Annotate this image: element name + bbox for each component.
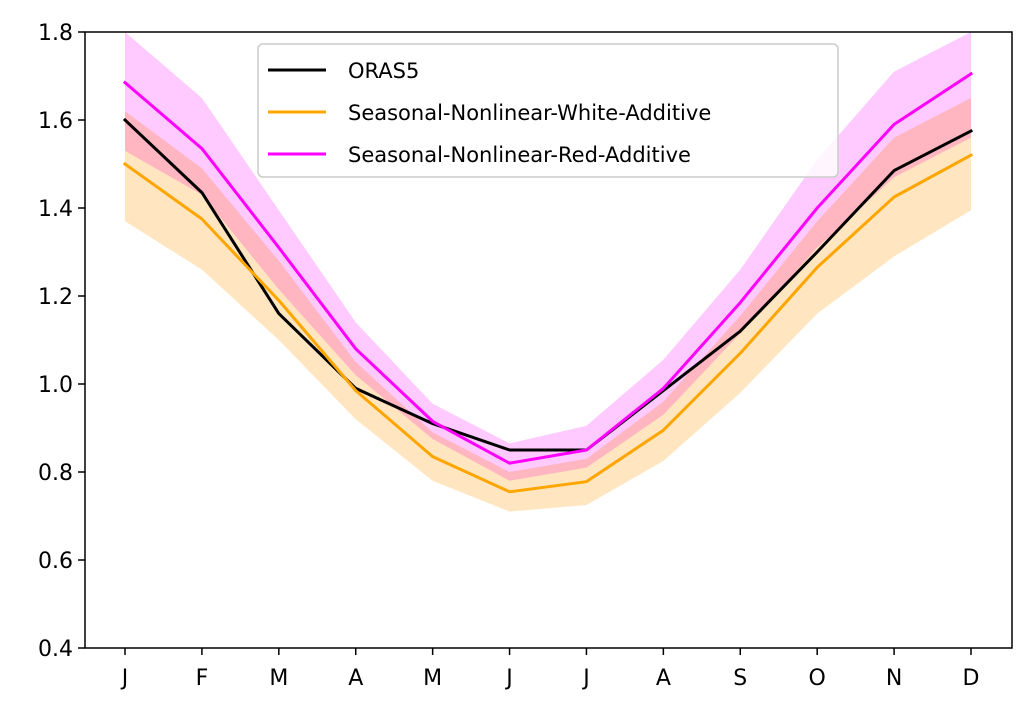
x-tick-label: S [733,666,747,691]
x-tick-label: M [269,666,288,691]
x-tick-label: D [963,666,980,691]
x-tick-label: F [196,666,209,691]
point-seasonal-nonlinear-red-additive-3 [354,347,358,351]
point-oras5-10 [892,169,896,173]
y-tick-label: 1.4 [38,197,73,222]
legend-label-seasonal-nonlinear-white-additive: Seasonal-Nonlinear-White-Additive [348,101,711,125]
point-seasonal-nonlinear-red-additive-6 [584,448,588,452]
x-tick-label: J [504,666,513,691]
y-tick-label: 0.8 [38,461,73,486]
point-seasonal-nonlinear-white-additive-7 [661,428,665,432]
y-axis: 0.4 0.6 0.8 1.0 1.2 1.4 1.6 1.8 [38,21,85,662]
point-oras5-11 [969,129,973,133]
point-seasonal-nonlinear-white-additive-5 [508,490,512,494]
point-seasonal-nonlinear-red-additive-8 [738,301,742,305]
point-oras5-8 [738,329,742,333]
point-seasonal-nonlinear-red-additive-0 [123,81,127,85]
point-oras5-0 [123,118,127,122]
point-seasonal-nonlinear-red-additive-1 [200,147,204,151]
point-seasonal-nonlinear-red-additive-5 [508,461,512,465]
series-lines [122,71,974,494]
point-seasonal-nonlinear-red-additive-7 [661,386,665,390]
point-oras5-9 [815,250,819,254]
point-seasonal-nonlinear-white-additive-1 [200,217,204,221]
point-seasonal-nonlinear-red-additive-2 [277,246,281,250]
point-oras5-2 [277,312,281,316]
point-seasonal-nonlinear-red-additive-10 [892,122,896,126]
x-tick-label: O [809,666,826,691]
y-tick-label: 1.2 [38,285,73,310]
line-seasonal-nonlinear-red-additive [122,71,974,465]
x-tick-label: N [886,666,902,691]
x-tick-label: A [656,666,671,691]
band-seasonal-nonlinear-red-additive [125,32,971,481]
line-seasonal-nonlinear-white-additive [122,153,974,494]
point-seasonal-nonlinear-red-additive-9 [815,206,819,210]
point-seasonal-nonlinear-white-additive-8 [738,351,742,355]
plot-frame [84,31,1013,649]
point-seasonal-nonlinear-red-additive-11 [969,72,973,76]
point-oras5-5 [508,448,512,452]
point-seasonal-nonlinear-white-additive-2 [277,298,281,302]
x-tick-label: J [581,666,590,691]
line-oras5 [122,117,974,452]
point-seasonal-nonlinear-white-additive-9 [815,265,819,269]
point-seasonal-nonlinear-white-additive-10 [892,195,896,199]
point-oras5-1 [200,191,204,195]
y-tick-label: 1.8 [38,21,73,46]
legend: ORAS5 Seasonal-Nonlinear-White-Additive Se… [257,43,839,178]
point-seasonal-nonlinear-red-additive-4 [431,419,435,423]
point-seasonal-nonlinear-white-additive-6 [584,480,588,484]
uncertainty-bands [125,32,971,512]
legend-label-seasonal-nonlinear-red-additive: Seasonal-Nonlinear-Red-Additive [348,143,691,167]
y-tick-label: 0.4 [38,637,73,662]
point-seasonal-nonlinear-white-additive-11 [969,153,973,157]
x-tick-label: M [423,666,442,691]
y-tick-label: 0.6 [38,549,73,574]
point-seasonal-nonlinear-white-additive-4 [431,455,435,459]
x-tick-label: A [348,666,363,691]
legend-box [257,43,839,178]
y-tick-label: 1.6 [38,109,73,134]
x-tick-label: J [120,666,129,691]
legend-label-oras5: ORAS5 [348,59,419,83]
point-seasonal-nonlinear-white-additive-0 [123,162,127,166]
y-tick-label: 1.0 [38,373,73,398]
point-seasonal-nonlinear-white-additive-3 [354,389,358,393]
